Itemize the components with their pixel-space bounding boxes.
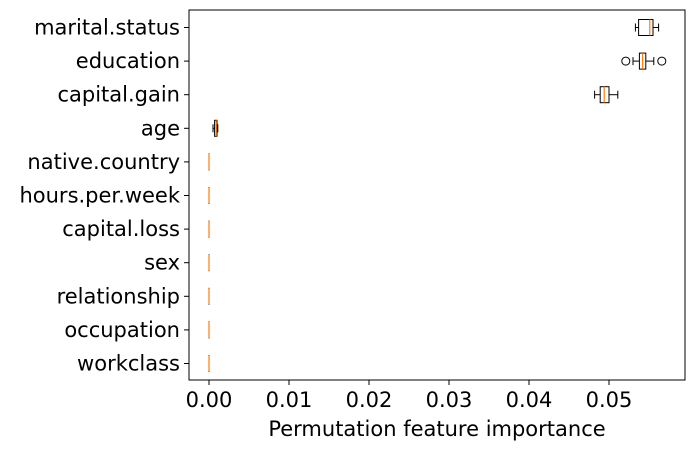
y-tick-label: native.country	[27, 150, 180, 174]
x-tick-label: 0.04	[506, 388, 553, 412]
y-tick-label: hours.per.week	[19, 184, 180, 208]
x-tick-label: 0.00	[186, 388, 233, 412]
flier-point	[621, 56, 631, 66]
x-tick-label: 0.05	[586, 388, 633, 412]
box-marital-status	[634, 19, 660, 36]
y-tick-label: workclass	[77, 352, 180, 376]
y-tick-label: age	[141, 116, 180, 140]
y-tick-label: marital.status	[34, 16, 180, 40]
y-tick-label: education	[76, 49, 180, 73]
y-axis: marital.status education capital.gain age na…	[19, 16, 189, 376]
box-iqr	[638, 19, 654, 36]
x-tick-label: 0.03	[426, 388, 473, 412]
x-axis: 0.00 0.01 0.02 0.03 0.04 0.05	[186, 380, 633, 412]
x-axis-label: Permutation feature importance	[268, 417, 605, 441]
y-tick-label: occupation	[64, 318, 180, 342]
box-education	[621, 52, 667, 70]
y-tick-label: sex	[144, 251, 180, 275]
flier-point	[657, 56, 667, 66]
box-capital-gain	[594, 86, 619, 104]
y-tick-label: relationship	[57, 284, 180, 308]
x-tick-label: 0.01	[266, 388, 313, 412]
plot-area	[188, 9, 686, 381]
y-tick-label: capital.gain	[57, 83, 180, 107]
x-tick-label: 0.02	[346, 388, 393, 412]
boxes-layer	[208, 19, 667, 372]
y-tick-label: capital.loss	[62, 217, 180, 241]
box-age	[212, 119, 219, 137]
